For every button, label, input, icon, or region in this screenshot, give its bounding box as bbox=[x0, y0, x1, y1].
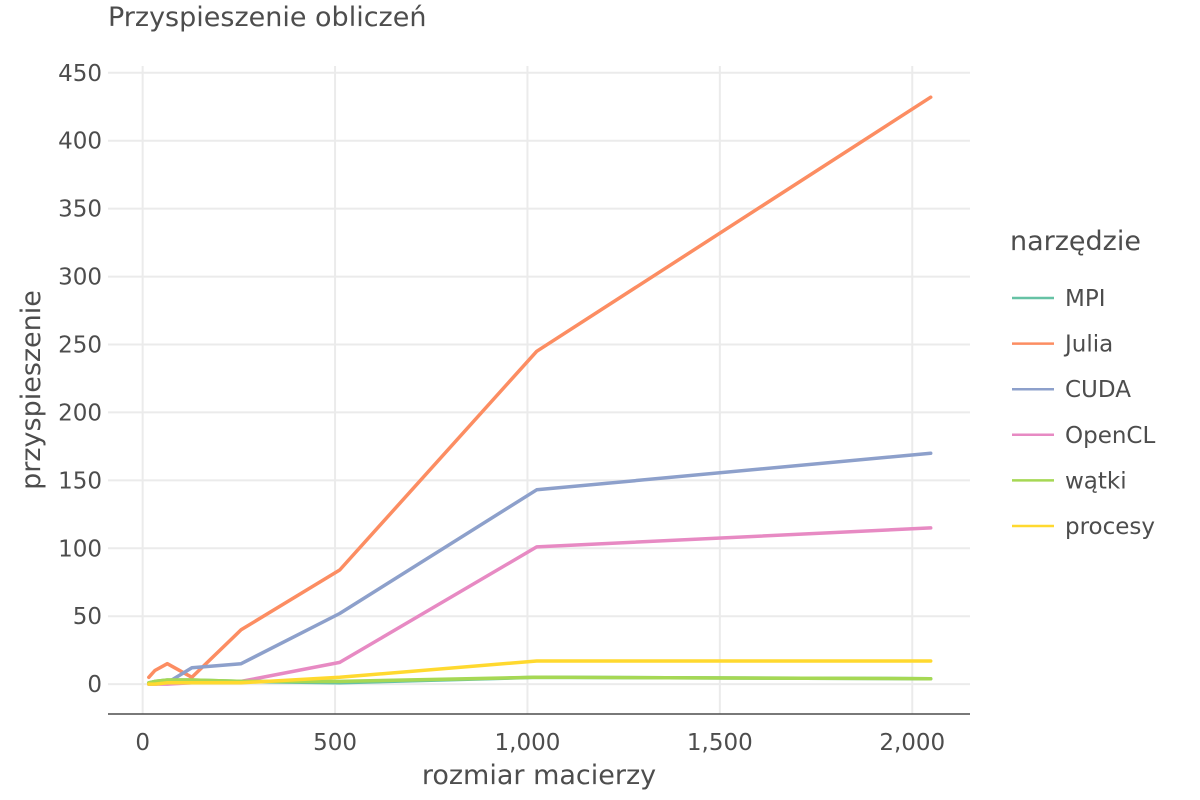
y-tick-label: 350 bbox=[58, 197, 102, 223]
legend-title: narzędzie bbox=[1010, 226, 1141, 257]
legend-label: MPI bbox=[1065, 286, 1106, 312]
y-tick-label: 0 bbox=[87, 672, 102, 698]
y-tick-label: 100 bbox=[58, 536, 102, 562]
y-tick-label: 150 bbox=[58, 468, 102, 494]
series-lines bbox=[147, 95, 933, 686]
x-tick-label: 1,500 bbox=[687, 730, 753, 756]
x-axis-title: rozmiar macierzy bbox=[422, 760, 656, 791]
y-tick-label: 50 bbox=[73, 604, 102, 630]
grid bbox=[108, 66, 970, 714]
chart-title: Przyspieszenie obliczeń bbox=[108, 2, 427, 33]
y-tick-labels: 0 50 100 150 200 250 300 350 400 450 bbox=[58, 61, 102, 698]
series-line-CUDA bbox=[147, 451, 933, 686]
y-tick-label: 300 bbox=[58, 265, 102, 291]
x-tick-label: 1,000 bbox=[495, 730, 561, 756]
legend-label: CUDA bbox=[1065, 377, 1131, 403]
x-tick-label: 500 bbox=[313, 730, 357, 756]
y-tick-label: 250 bbox=[58, 332, 102, 358]
y-tick-label: 400 bbox=[58, 129, 102, 155]
legend-label: wątki bbox=[1065, 468, 1127, 494]
y-tick-label: 450 bbox=[58, 61, 102, 87]
legend: narzędzie MPI Julia CUDA OpenCL wątki procesy bbox=[1010, 226, 1155, 540]
x-tick-label: 0 bbox=[135, 730, 150, 756]
x-tick-labels: 0 500 1,000 1,500 2,000 bbox=[135, 730, 945, 756]
legend-label: procesy bbox=[1065, 514, 1155, 540]
legend-label: OpenCL bbox=[1065, 423, 1155, 449]
y-axis-title: przyspieszenie bbox=[16, 290, 47, 490]
series-line-wątki bbox=[147, 675, 933, 685]
x-tick-label: 2,000 bbox=[879, 730, 945, 756]
legend-label: Julia bbox=[1063, 332, 1113, 358]
y-tick-label: 200 bbox=[58, 400, 102, 426]
series-line-procesy bbox=[147, 659, 933, 686]
series-line-Julia bbox=[147, 95, 933, 680]
